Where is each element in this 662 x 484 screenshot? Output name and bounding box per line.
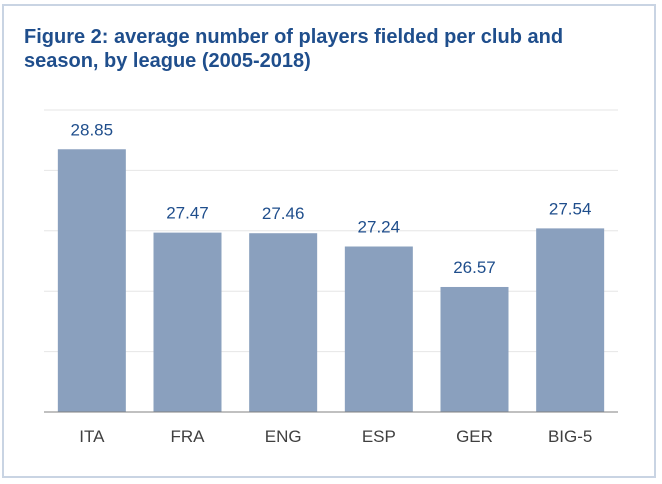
value-label-ita: 28.85 [71,120,114,139]
bars [57,149,605,412]
x-axis: ITA FRA ENG ESP GER BIG-5 [44,411,618,446]
figure-frame: Figure 2: average number of players fiel… [2,4,656,478]
bar-esp [344,246,413,412]
value-label-big-5: 27.54 [549,199,592,218]
x-tick-label-eng: ENG [265,427,302,446]
bar-ger [440,286,509,412]
gridlines [44,109,618,353]
value-label-ger: 26.57 [453,258,496,277]
x-tick-label-ita: ITA [79,427,105,446]
bar-eng [249,233,318,412]
bar-fra [153,232,222,412]
x-tick-label-ger: GER [456,427,493,446]
value-label-fra: 27.47 [166,204,209,223]
x-tick-label-esp: ESP [362,427,396,446]
value-labels: 28.85 27.47 27.46 27.24 26.57 27.54 [71,120,592,277]
chart-title: Figure 2: average number of players fiel… [24,26,564,72]
bar-big-5 [536,228,605,412]
bar-ita [57,149,126,412]
x-tick-label-fra: FRA [171,427,206,446]
value-label-esp: 27.24 [358,218,401,237]
value-label-eng: 27.46 [262,204,305,223]
bar-chart: 28.85 27.47 27.46 27.24 26.57 27.54 ITA FRA ENG… [44,109,618,446]
x-tick-label-big-5: BIG-5 [548,427,592,446]
